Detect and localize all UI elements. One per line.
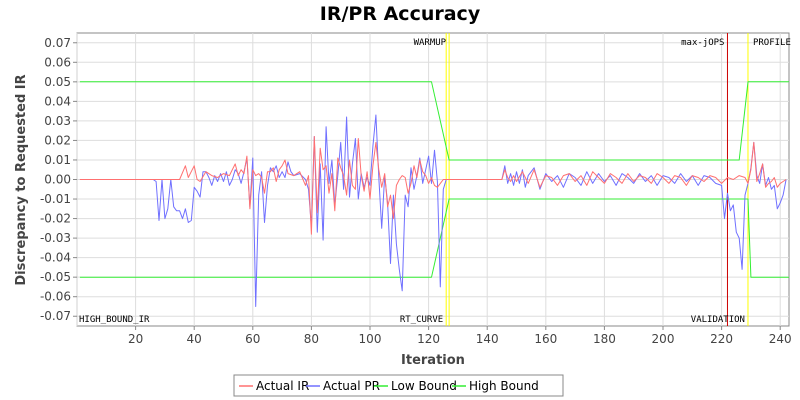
y-tick-label: -0.03 [40,231,71,245]
legend-label: High Bound [469,379,539,393]
y-tick-label: 0.04 [44,94,71,108]
legend-label: Actual IR [256,379,309,393]
series-line-actual-pr [79,114,787,307]
legend [233,374,564,397]
y-tick-label: -0.07 [40,309,71,323]
x-tick-label: 240 [769,332,792,346]
x-tick-label: 180 [593,332,616,346]
x-tick-label: 20 [128,332,143,346]
marker-label: HIGH_BOUND_IR [79,315,150,325]
marker-label: VALIDATION [691,315,745,325]
y-tick-label: 0.07 [44,36,71,50]
legend-label: Low Bound [391,379,457,393]
series-line-high-bound [79,81,789,161]
y-tick-label: -0.01 [40,192,71,206]
x-tick-label: 100 [359,332,382,346]
series-line-actual-ir [79,136,787,235]
x-tick-label: 220 [710,332,733,346]
series-line-low-bound [79,198,789,278]
chart-title: IR/PR Accuracy [320,3,481,25]
series-group [79,81,789,307]
marker-label: WARMUP [414,38,447,48]
x-axis-label: Iteration [401,353,465,368]
x-tick-label: 40 [187,332,202,346]
y-tick-label: 0.01 [44,153,71,167]
marker-label: max-jOPS [681,38,724,48]
y-tick-label: -0.02 [40,212,71,226]
x-tick-label: 80 [304,332,319,346]
legend-items: Actual IR Actual PR Low Bound High Bound [239,379,539,393]
y-tick-label: 0.05 [44,75,71,89]
marker-labels: HIGH_BOUND_IR WARMUP RT_CURVE max-jOPS VALID… [79,38,791,325]
y-tick-label: -0.05 [40,270,71,284]
x-tick-label: 200 [652,332,675,346]
marker-label: PROFILE [753,38,791,48]
x-tick-label: 60 [245,332,260,346]
y-tick-label: 0.02 [44,133,71,147]
x-tick-label: 140 [476,332,499,346]
y-axis: -0.07 -0.06 -0.05 -0.04 -0.03 -0.02 -0.01 0.00 0… [40,36,77,323]
y-axis-label: Discrepancy to Requested IR [14,74,29,285]
y-tick-label: 0.06 [44,55,71,69]
x-tick-label: 120 [417,332,440,346]
y-tick-label: 0.03 [44,114,71,128]
legend-label: Actual PR [323,379,380,393]
y-tick-label: -0.04 [40,251,71,265]
marker-label: RT_CURVE [400,315,443,325]
x-tick-label: 160 [534,332,557,346]
y-tick-label: 0.00 [44,173,71,187]
x-axis: 20 40 60 80 100 120 140 160 180 200 220 240 [128,326,792,346]
y-tick-label: -0.06 [40,290,71,304]
